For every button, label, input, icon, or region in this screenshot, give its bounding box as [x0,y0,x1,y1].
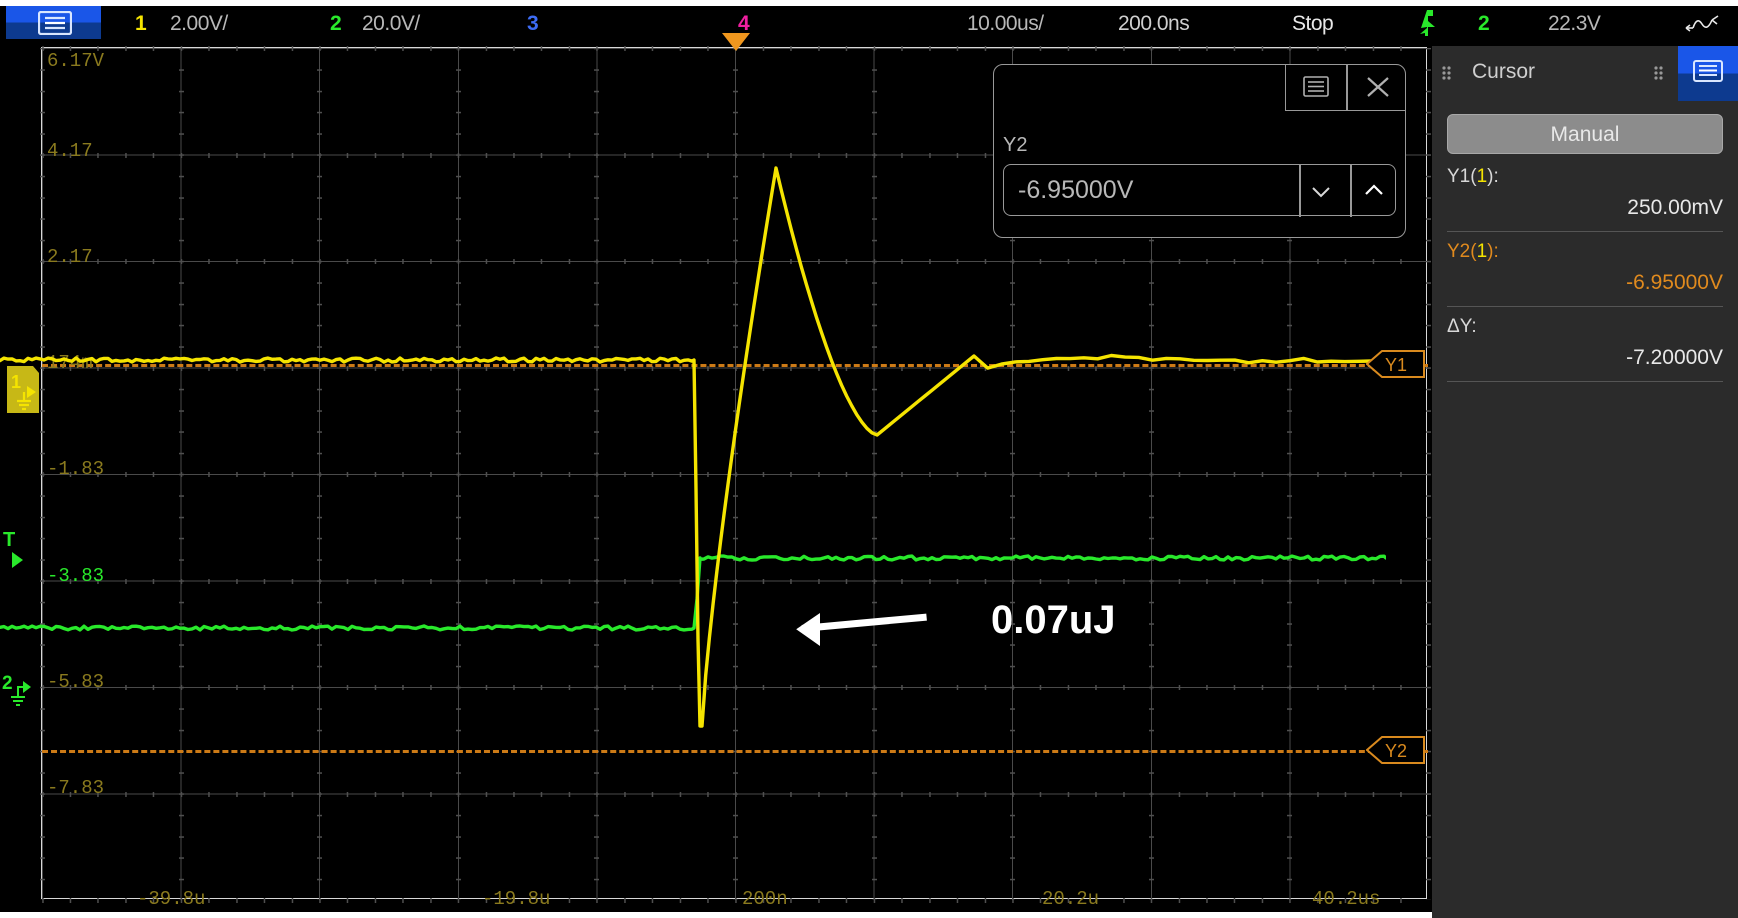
svg-text:Y1: Y1 [1385,355,1407,375]
svg-text:Y2: Y2 [1385,741,1407,761]
